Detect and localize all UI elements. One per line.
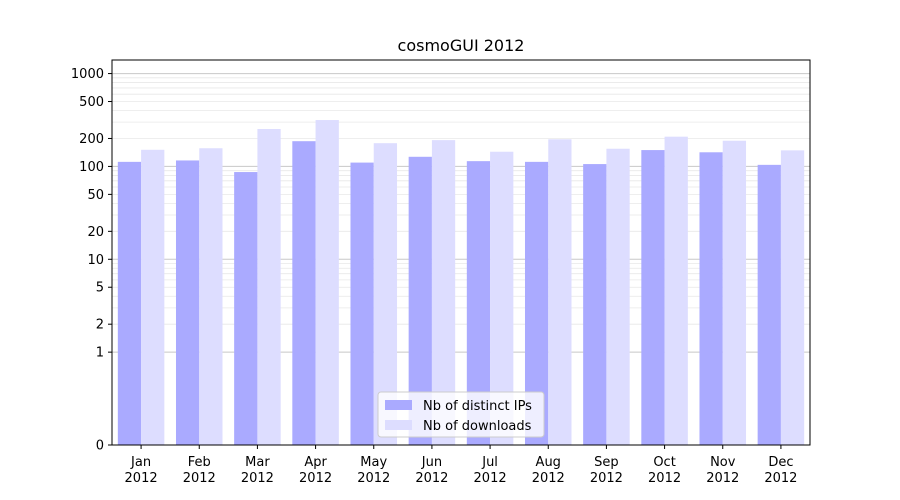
bar-downloads-mar: [257, 128, 281, 445]
chart-title: cosmoGUI 2012: [398, 36, 525, 55]
bar-distinct-ips-aug: [524, 161, 549, 445]
legend-swatch: [385, 400, 412, 410]
bar-downloads-jun: [431, 140, 456, 446]
plot-area-frame: [111, 59, 811, 446]
bar-distinct-ips-jan: [117, 161, 142, 445]
legend-label: Nb of distinct IPs: [423, 399, 532, 414]
x-tick-label-year: 2012: [415, 471, 448, 486]
legend-box: [377, 391, 545, 438]
y-tick-label: 0: [96, 439, 104, 454]
x-tick-label-month: Aug: [536, 455, 561, 470]
x-axis: Jan2012Feb2012Mar2012Apr2012May2012Jun20…: [125, 445, 797, 486]
x-tick-label-month: Sep: [594, 455, 619, 470]
bar-distinct-ips-jul: [466, 161, 491, 446]
y-tick-label: 100: [79, 160, 104, 175]
bar-downloads-sep: [606, 148, 630, 446]
x-tick-label-year: 2012: [125, 471, 158, 486]
bar-downloads-oct: [664, 136, 688, 445]
legend-label: Nb of downloads: [423, 419, 532, 434]
y-tick-label: 500: [79, 95, 104, 110]
x-tick-label-month: Dec: [768, 455, 793, 470]
legend-swatch: [385, 420, 412, 430]
bar-downloads-feb: [199, 148, 223, 446]
bar-downloads-dec: [780, 150, 805, 445]
grid-lines: [112, 73, 810, 353]
y-tick-label: 5: [96, 281, 104, 296]
x-tick-label-month: Jul: [481, 455, 498, 470]
bar-downloads-apr: [315, 120, 339, 445]
bar-distinct-ips-mar: [234, 172, 258, 445]
x-tick-label-year: 2012: [764, 471, 797, 486]
y-tick-label: 20: [87, 225, 104, 240]
x-tick-label-month: May: [360, 455, 387, 470]
bars: [117, 120, 805, 446]
x-tick-label-month: Mar: [245, 455, 270, 470]
x-tick-label-year: 2012: [474, 471, 507, 486]
x-tick-label-month: Apr: [304, 455, 327, 470]
x-tick-label-year: 2012: [241, 471, 274, 486]
x-tick-label-year: 2012: [183, 471, 216, 486]
x-tick-label-year: 2012: [706, 471, 739, 486]
x-tick-label-month: Oct: [653, 455, 675, 470]
x-tick-label-year: 2012: [357, 471, 390, 486]
x-tick-label-month: Nov: [710, 455, 736, 470]
bar-distinct-ips-dec: [757, 164, 781, 445]
y-axis: 0 1 2 5 10 20 50 100 200 500 1000: [71, 67, 112, 454]
x-tick-label-month: Feb: [188, 455, 211, 470]
bar-distinct-ips-sep: [583, 164, 607, 445]
x-tick-label-year: 2012: [532, 471, 565, 486]
y-tick-label: 2: [96, 318, 104, 333]
bar-distinct-ips-oct: [641, 150, 665, 445]
bar-distinct-ips-nov: [699, 152, 723, 445]
x-tick-label-year: 2012: [299, 471, 332, 486]
bar-distinct-ips-may: [350, 162, 374, 446]
y-tick-label: 200: [79, 132, 104, 147]
bar-distinct-ips-feb: [175, 160, 200, 446]
x-tick-label-year: 2012: [590, 471, 623, 486]
bar-downloads-aug: [548, 139, 572, 445]
x-tick-label-year: 2012: [648, 471, 681, 486]
x-tick-label-month: Jan: [130, 455, 151, 470]
y-tick-label: 1000: [71, 67, 104, 82]
bar-downloads-nov: [722, 140, 747, 445]
bar-downloads-jan: [141, 149, 165, 446]
bar-distinct-ips-jun: [408, 156, 432, 446]
bar-distinct-ips-apr: [292, 141, 316, 445]
y-tick-label: 50: [87, 188, 104, 203]
y-tick-label: 1: [96, 346, 104, 361]
bar-downloads-may: [373, 143, 398, 445]
y-tick-label: 10: [87, 253, 104, 268]
bar-downloads-jul: [490, 151, 514, 445]
x-tick-label-month: Jun: [421, 455, 442, 470]
legend: Nb of distinct IPs Nb of downloads: [377, 391, 545, 438]
